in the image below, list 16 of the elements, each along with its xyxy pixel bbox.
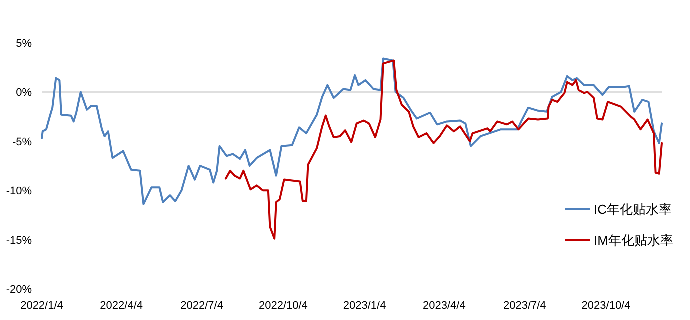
x-tick-label: 2023/4/4: [423, 300, 466, 312]
y-tick-label: -15%: [6, 234, 32, 247]
x-tick-label: 2023/7/4: [503, 300, 546, 312]
x-tick-label: 2022/7/4: [180, 300, 224, 312]
x-tick-label: 2023/10/4: [582, 300, 631, 312]
x-tick-label: 2022/4/4: [100, 300, 144, 312]
x-tick-label: 2022/10/4: [258, 300, 308, 312]
y-tick-label: -20%: [6, 284, 32, 296]
y-tick-label: 0%: [16, 87, 32, 100]
y-tick-label: 5%: [16, 38, 32, 50]
x-tick-label: 2023/1/4: [343, 300, 386, 312]
legend-label: IM年化贴水率: [594, 233, 674, 248]
legend-label: IC年化贴水率: [594, 202, 672, 217]
x-tick-label: 2022/1/4: [20, 300, 64, 312]
y-tick-label: -5%: [12, 136, 32, 148]
y-tick-label: -10%: [6, 186, 32, 198]
